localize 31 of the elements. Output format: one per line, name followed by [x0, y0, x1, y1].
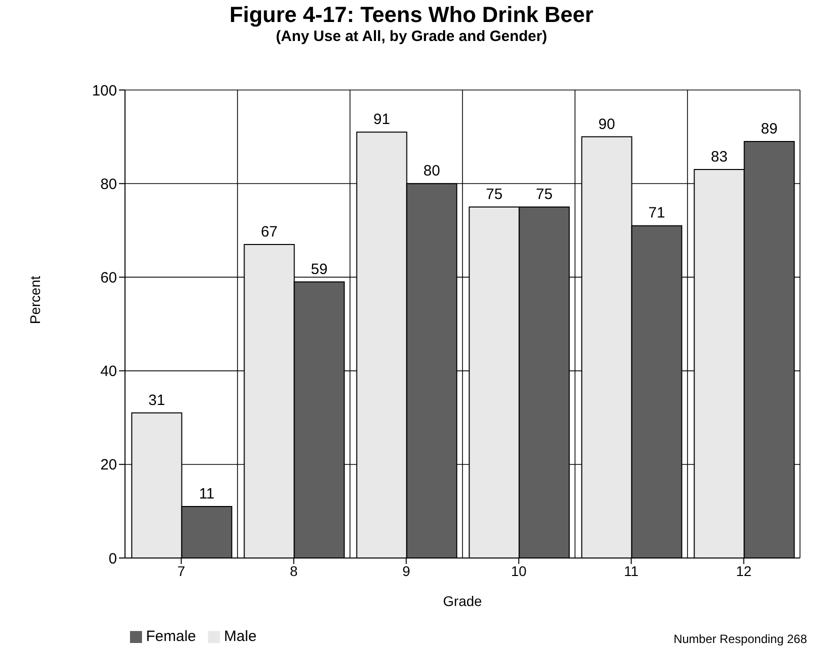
- y-axis-title: Percent: [27, 276, 43, 324]
- data-label: 80: [423, 162, 440, 180]
- x-tick-label: 7: [177, 562, 186, 579]
- data-label: 83: [710, 148, 728, 166]
- legend-label: Female: [146, 628, 196, 645]
- data-label: 90: [598, 116, 616, 133]
- data-label: 75: [486, 186, 503, 203]
- y-tick-label: 20: [100, 456, 117, 474]
- y-tick-label: 40: [100, 363, 117, 380]
- y-tick-label: 80: [100, 176, 117, 193]
- data-label: 75: [536, 186, 553, 203]
- y-tick-label: 100: [92, 82, 117, 100]
- y-tick-label: 60: [100, 270, 117, 287]
- x-tick-label: 9: [402, 562, 410, 579]
- data-label: 67: [260, 223, 278, 240]
- text: Number Responding 268: [674, 632, 807, 646]
- chart-subtitle: (Any Use at All, by Grade and Gender): [274, 28, 548, 45]
- x-tick-label: 8: [290, 562, 298, 579]
- data-label: 89: [760, 120, 778, 138]
- data-label: 71: [648, 204, 666, 222]
- data-label: 31: [148, 392, 166, 409]
- x-axis-title: Grade: [443, 593, 482, 609]
- data-label: 91: [373, 111, 390, 128]
- x-tick-label: 12: [736, 562, 752, 579]
- x-tick-label: 11: [624, 562, 639, 579]
- x-tick-label: 10: [510, 562, 527, 579]
- y-tick-label: 0: [108, 550, 117, 568]
- data-label: 59: [310, 260, 328, 278]
- data-label: 11: [198, 486, 215, 503]
- legend-label: Male: [224, 628, 257, 645]
- chart-title: Figure 4-17: Teens Who Drink Beer: [228, 2, 594, 28]
